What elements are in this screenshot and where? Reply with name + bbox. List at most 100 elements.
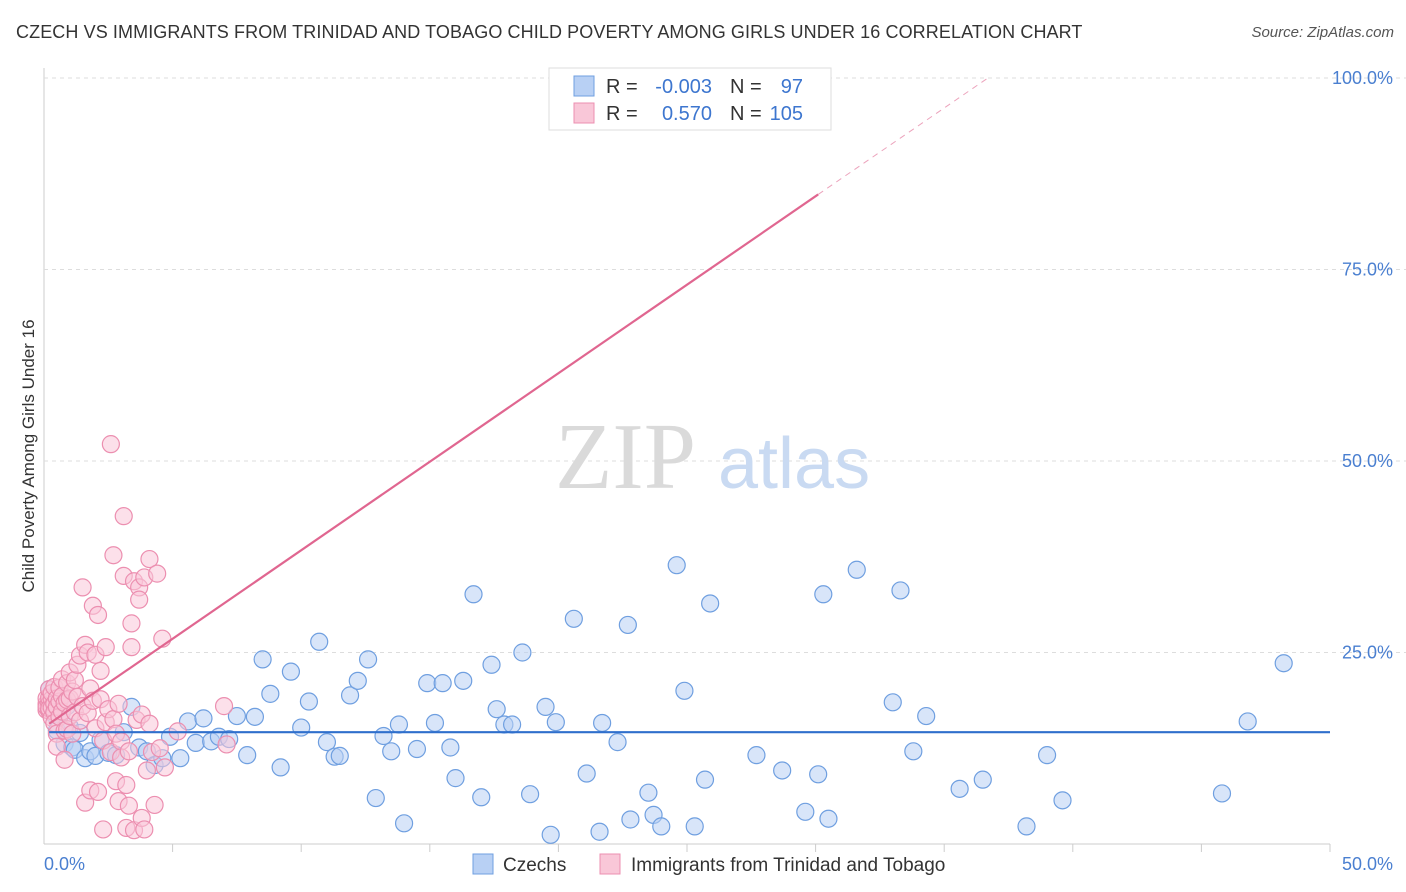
czechs-point-78	[639, 783, 658, 802]
czechs-point-38	[281, 662, 301, 681]
czechs-point-100	[1037, 746, 1057, 765]
trinidad-point-57	[88, 782, 108, 802]
czechs-point-45	[340, 686, 360, 705]
czechs-point-69	[541, 825, 560, 844]
czechs-point-71	[564, 609, 583, 628]
legend-swatch-trinidad	[573, 102, 595, 124]
trinidad-point-97	[148, 564, 167, 583]
legend-n-label-trinidad: N =	[730, 103, 762, 125]
czechs-point-72	[577, 764, 596, 783]
y-tick-labels: 25.0% 50.0% 75.0% 100.0%	[1332, 68, 1393, 663]
trinidad-point-71	[109, 694, 128, 713]
czechs-point-61	[472, 788, 491, 807]
y-tick-label-100: 100.0%	[1332, 68, 1393, 88]
legend-r-value-trinidad: 0.570	[662, 103, 712, 125]
x-tick-label-0: 0.0%	[44, 854, 85, 874]
czechs-point-63	[487, 700, 506, 719]
bottom-legend-label-czechs: Czechs	[503, 855, 566, 876]
trinidad-point-77	[117, 775, 136, 795]
legend-r-label-czechs: R =	[606, 76, 638, 98]
trinidad-point-80	[119, 742, 138, 761]
trinidad-point-58	[91, 661, 110, 680]
x-tick-label-50: 50.0%	[1342, 854, 1393, 874]
czechs-point-41	[310, 632, 329, 651]
trinidad-point-94	[140, 714, 159, 733]
czechs-point-88	[796, 802, 815, 821]
y-tick-label-75: 75.0%	[1342, 260, 1393, 280]
czechs-point-46	[348, 671, 367, 690]
czechs-point-86	[747, 746, 766, 765]
czechs-point-97	[950, 779, 969, 798]
czechs-point-85	[701, 594, 720, 613]
czechs-point-96	[917, 706, 936, 726]
czechs-point-44	[330, 746, 349, 766]
trinidad-point-38	[65, 670, 84, 690]
czechs-point-55	[425, 713, 445, 733]
legend-swatch-czechs	[573, 75, 595, 97]
trinidad-point-100	[155, 758, 174, 777]
czechs-point-60	[464, 585, 483, 604]
trinidad-point-67	[104, 546, 123, 565]
czechs-point-98	[973, 770, 992, 789]
czechs-point-87	[773, 761, 792, 780]
trinidad-point-79	[119, 796, 138, 815]
czechs-point-62	[482, 655, 501, 674]
czechs-point-104	[1274, 654, 1293, 673]
bottom-legend-swatch-czechs	[472, 853, 494, 875]
czechs-point-102	[1212, 784, 1232, 803]
trend-extension-1	[817, 77, 989, 195]
czechs-point-42	[317, 733, 337, 752]
czechs-point-40	[299, 692, 319, 711]
czechs-point-51	[389, 715, 409, 734]
trinidad-points	[37, 68, 781, 840]
czechs-point-89	[809, 765, 828, 784]
czechs-point-25	[171, 749, 190, 768]
trinidad-point-56	[88, 605, 108, 625]
trend-line-1	[48, 193, 819, 725]
czechs-point-53	[407, 739, 427, 759]
correlation-legend: R = -0.003 N = 97 R = 0.570 N = 105	[548, 67, 832, 131]
czechs-point-37	[271, 758, 290, 777]
czechs-point-99	[1017, 817, 1036, 836]
czechs-point-90	[814, 585, 833, 604]
trinidad-point-75	[114, 507, 133, 526]
trinidad-point-98	[150, 739, 169, 758]
trinidad-point-87	[130, 590, 149, 609]
czechs-point-54	[418, 674, 437, 693]
czechs-point-67	[521, 785, 540, 804]
trinidad-point-44	[73, 578, 92, 597]
trinidad-point-29	[55, 750, 74, 769]
czechs-point-83	[685, 817, 704, 836]
trinidad-point-102	[214, 697, 234, 716]
czechs-point-76	[618, 615, 637, 635]
czechs-point-35	[253, 650, 272, 669]
legend-n-value-trinidad: 105	[770, 103, 803, 125]
y-tick-label-50: 50.0%	[1342, 451, 1393, 471]
czechs-point-33	[238, 746, 257, 765]
czechs-point-66	[513, 643, 532, 662]
legend-r-label-trinidad: R =	[606, 103, 638, 125]
watermark-atlas: atlas	[718, 424, 870, 504]
czechs-point-82	[675, 681, 694, 700]
czechs-point-81	[667, 556, 686, 575]
czechs-point-50	[382, 742, 401, 761]
czechs-point-84	[695, 770, 715, 789]
czechs-point-101	[1053, 791, 1072, 810]
czechs-point-49	[374, 726, 393, 746]
y-tick-label-25: 25.0%	[1342, 643, 1393, 663]
trinidad-point-93	[140, 549, 159, 569]
czechs-point-74	[593, 713, 612, 733]
legend-box	[548, 67, 832, 131]
trinidad-point-91	[135, 820, 154, 839]
czechs-point-48	[366, 788, 385, 808]
trinidad-point-60	[94, 820, 113, 839]
czechs-point-36	[261, 684, 280, 703]
grid-lines	[44, 77, 1406, 653]
czechs-point-57	[441, 738, 460, 757]
czechs-point-56	[433, 674, 452, 693]
czechs-point-92	[847, 560, 866, 579]
source-label: Source: ZipAtlas.com	[1251, 24, 1394, 41]
legend-n-value-czechs: 97	[781, 76, 803, 98]
czechs-point-91	[819, 809, 838, 828]
trinidad-point-96	[145, 795, 164, 815]
